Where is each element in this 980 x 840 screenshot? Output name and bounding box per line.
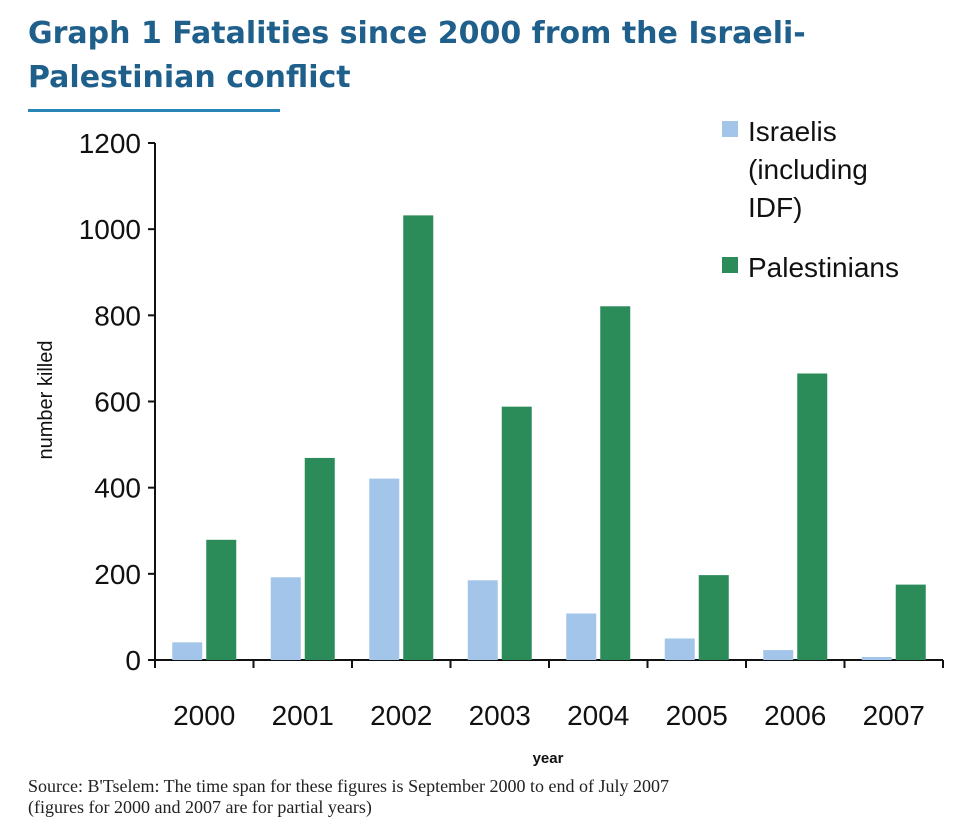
bar-israelis-2007 <box>861 656 892 660</box>
x-tick-label: 2007 <box>863 700 925 731</box>
bar-palestinians-2003 <box>501 406 532 660</box>
y-tick-label: 600 <box>94 387 141 418</box>
legend-label: Palestinians <box>748 252 899 283</box>
legend-swatch-palestinians <box>722 257 738 273</box>
chart-title: Graph 1 Fatalities since 2000 from the I… <box>28 12 928 100</box>
bar-palestinians-2001 <box>304 457 335 660</box>
legend-swatch-israelis <box>722 121 738 137</box>
bar-palestinians-2002 <box>403 215 434 660</box>
bar-palestinians-2000 <box>206 539 237 660</box>
bar-palestinians-2006 <box>797 373 828 660</box>
y-tick-label: 0 <box>125 645 141 676</box>
bar-palestinians-2004 <box>600 306 631 660</box>
x-tick-label: 2001 <box>272 700 334 731</box>
bar-israelis-2004 <box>566 613 597 660</box>
source-line-2: (figures for 2000 and 2007 are for parti… <box>28 797 372 817</box>
x-tick-label: 2002 <box>370 700 432 731</box>
bar-israelis-2003 <box>467 580 498 660</box>
bar-israelis-2006 <box>763 650 794 660</box>
x-axis: 2000 2001 2002 2003 2004 2005 2006 2007 <box>154 659 944 731</box>
bar-israelis-2001 <box>270 577 301 660</box>
x-tick-label: 2004 <box>567 700 629 731</box>
y-tick-label: 800 <box>94 300 141 331</box>
bar-israelis-2005 <box>664 638 695 660</box>
y-axis: 0 200 400 600 800 1000 1200 <box>79 128 156 676</box>
chart-title-line-2: Palestinian conflict <box>28 60 351 95</box>
y-axis-label: number killed <box>35 341 57 460</box>
x-tick-label: 2005 <box>666 700 728 731</box>
bar-palestinians-2005 <box>698 575 729 660</box>
legend-label: Israelis <box>748 116 837 147</box>
y-tick-label: 1200 <box>79 128 141 159</box>
legend-label: IDF) <box>748 192 802 223</box>
chart-title-line-1: Graph 1 Fatalities since 2000 from the I… <box>28 16 806 51</box>
title-underline <box>28 109 280 112</box>
source-note: Source: B'Tselem: The time span for thes… <box>28 776 968 818</box>
source-line-1: Source: B'Tselem: The time span for thes… <box>28 776 670 796</box>
y-tick-label: 200 <box>94 559 141 590</box>
legend: Israelis (including IDF) Palestinians <box>722 116 899 283</box>
y-tick-label: 400 <box>94 473 141 504</box>
x-tick-label: 2006 <box>764 700 826 731</box>
bar-palestinians-2007 <box>895 584 926 660</box>
x-axis-label: year <box>533 750 564 767</box>
x-tick-label: 2003 <box>469 700 531 731</box>
bar-israelis-2000 <box>172 642 203 660</box>
bar-israelis-2002 <box>369 478 400 660</box>
y-tick-label: 1000 <box>79 214 141 245</box>
legend-label: (including <box>748 154 868 185</box>
bars <box>172 215 926 660</box>
x-tick-label: 2000 <box>173 700 235 731</box>
